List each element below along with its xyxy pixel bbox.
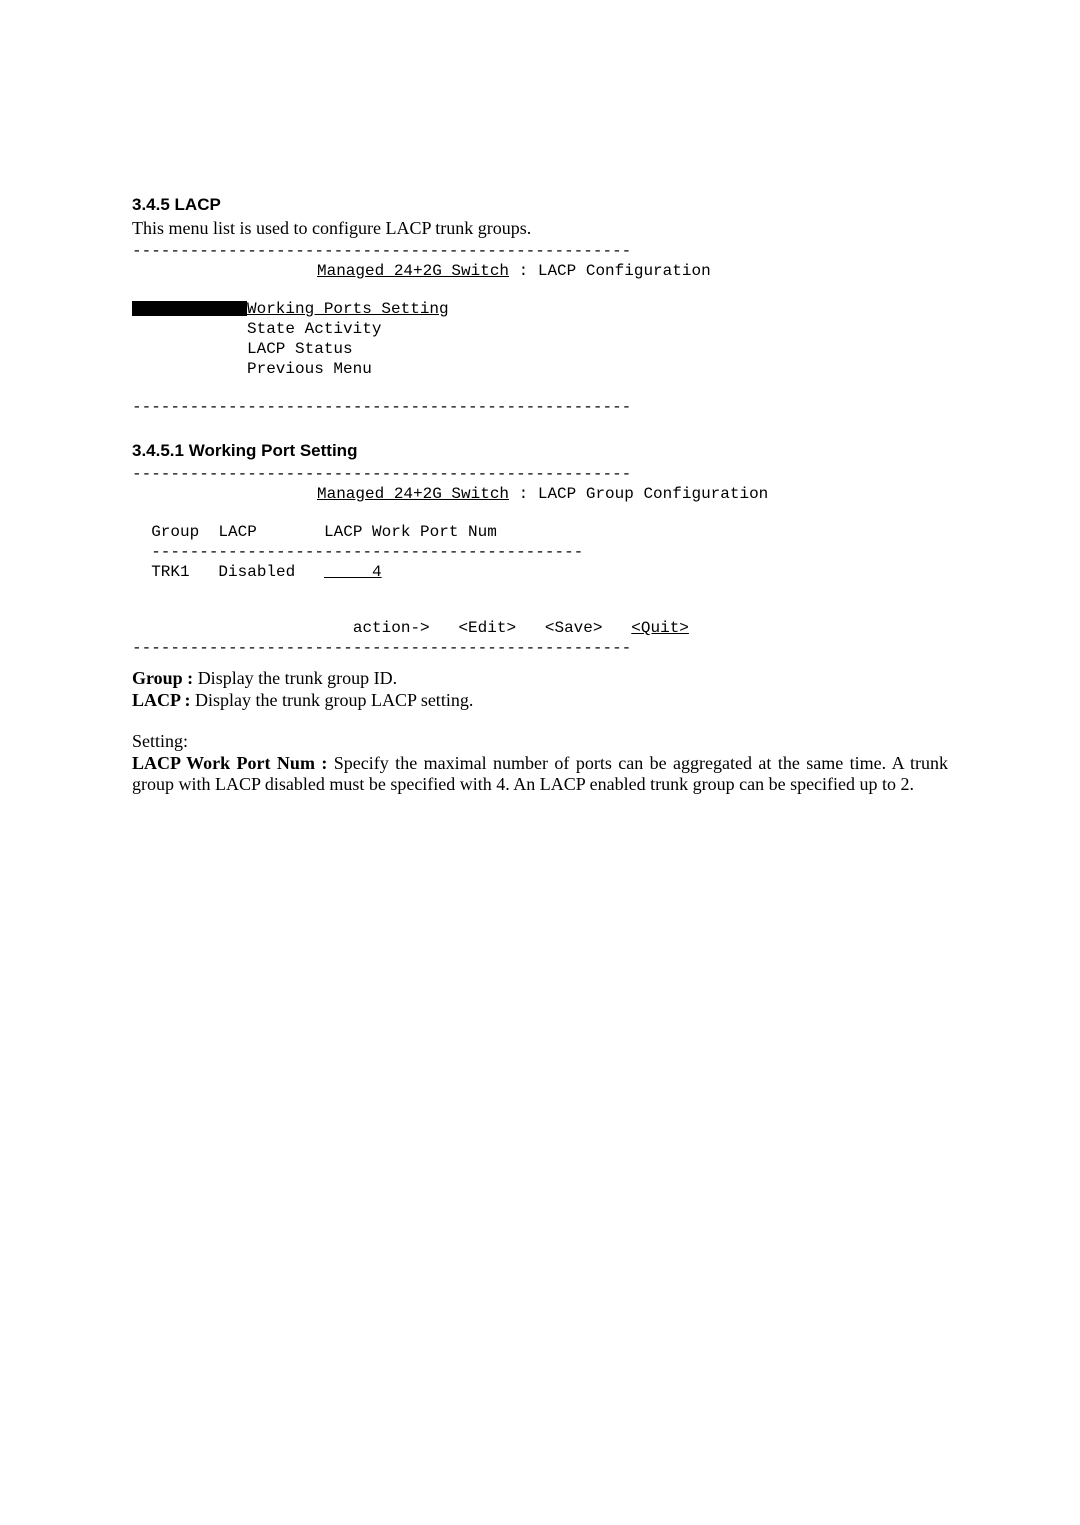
menu-item-previous-menu[interactable]: Previous Menu (132, 359, 948, 379)
menu-item-state-activity[interactable]: State Activity (132, 319, 948, 339)
divider-top: ----------------------------------------… (132, 241, 948, 261)
selection-bar (132, 301, 247, 316)
definition-group: Group : Display the trunk group ID. (132, 668, 948, 689)
screen-title-prefix: Managed 24+2G Switch (317, 262, 509, 280)
action-row: action-> <Edit> <Save> <Quit> (132, 618, 948, 638)
definition-lacp-desc: Display the trunk group LACP setting. (195, 690, 473, 710)
table-row-prefix: TRK1 Disabled (132, 563, 324, 581)
screen-title-2-suffix: : LACP Group Configuration (509, 485, 768, 503)
table-row-value[interactable]: 4 (324, 563, 382, 581)
setting-heading: Setting: (132, 731, 948, 752)
definition-group-desc: Display the trunk group ID. (198, 668, 397, 688)
intro-text: This menu list is used to configure LACP… (132, 218, 948, 239)
definition-lacp-label: LACP : (132, 690, 195, 710)
definition-lacp: LACP : Display the trunk group LACP sett… (132, 690, 948, 711)
menu-item-working-ports[interactable]: Working Ports Setting (247, 300, 449, 318)
screen-title-1: Managed 24+2G Switch : LACP Configuratio… (132, 261, 948, 281)
section-3-4-5: 3.4.5 LACP This menu list is used to con… (132, 195, 948, 417)
menu-item-lacp-status[interactable]: LACP Status (132, 339, 948, 359)
action-quit[interactable]: <Quit> (631, 619, 689, 637)
definitions-block: Group : Display the trunk group ID. LACP… (132, 668, 948, 711)
screen-title-2: Managed 24+2G Switch : LACP Group Config… (132, 484, 948, 504)
section-heading-lacp: 3.4.5 LACP (132, 195, 948, 215)
definition-group-label: Group : (132, 668, 198, 688)
divider-bottom-1: ----------------------------------------… (132, 397, 948, 417)
table-divider: ----------------------------------------… (132, 542, 948, 562)
divider-top-2: ----------------------------------------… (132, 464, 948, 484)
action-prefix: action-> <Edit> <Save> (132, 619, 631, 637)
table-row: TRK1 Disabled 4 (132, 562, 948, 582)
screen-title-2-prefix: Managed 24+2G Switch (317, 485, 509, 503)
divider-bottom-2: ----------------------------------------… (132, 638, 948, 658)
setting-work-port-label: LACP Work Port Num : (132, 753, 334, 773)
section-heading-working-port: 3.4.5.1 Working Port Setting (132, 441, 948, 461)
section-3-4-5-1: 3.4.5.1 Working Port Setting -----------… (132, 441, 948, 658)
screen-title-suffix: : LACP Configuration (509, 262, 711, 280)
menu-selected-row: Working Ports Setting (132, 299, 948, 319)
setting-body: LACP Work Port Num : Specify the maximal… (132, 753, 948, 795)
table-header: Group LACP LACP Work Port Num (132, 522, 948, 542)
